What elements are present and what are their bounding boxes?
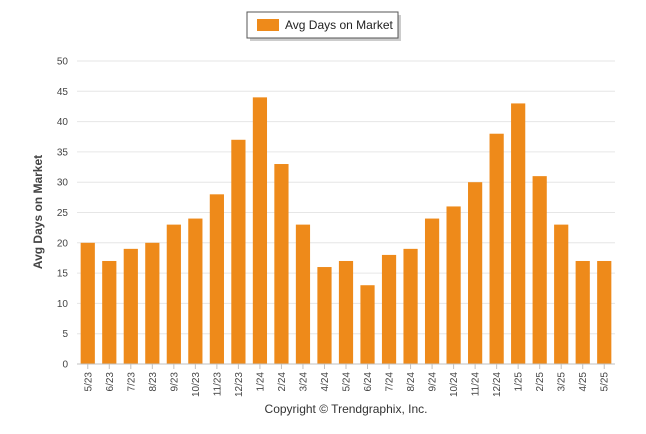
copyright-credit: Copyright © Trendgraphix, Inc. bbox=[265, 402, 428, 416]
bar-2-24[interactable] bbox=[274, 164, 289, 364]
x-tick-label: 11/23 bbox=[212, 372, 223, 397]
bar-3-25[interactable] bbox=[554, 224, 569, 364]
x-tick-label: 5/24 bbox=[342, 372, 353, 392]
x-tick-label: 3/25 bbox=[557, 372, 568, 392]
y-axis-title: Avg Days on Market bbox=[31, 155, 45, 269]
x-tick-label: 5/23 bbox=[83, 372, 94, 392]
x-tick-label: 6/24 bbox=[363, 372, 374, 392]
bar-3-24[interactable] bbox=[295, 224, 311, 364]
x-tick-label: 7/24 bbox=[385, 372, 396, 392]
bar-1-25[interactable] bbox=[511, 103, 526, 365]
bar-4-25[interactable] bbox=[575, 260, 590, 364]
bar-2-25[interactable] bbox=[532, 176, 547, 364]
y-tick-label: 50 bbox=[57, 57, 69, 68]
bar-5-23[interactable] bbox=[80, 242, 95, 364]
bar-5-24[interactable] bbox=[338, 260, 354, 364]
y-tick-label: 45 bbox=[57, 87, 69, 98]
y-tick-label: 10 bbox=[57, 299, 69, 310]
x-tick-label: 5/25 bbox=[600, 372, 611, 392]
x-tick-label: 12/24 bbox=[492, 372, 503, 397]
bar-10-23[interactable] bbox=[188, 218, 203, 364]
legend-swatch bbox=[257, 19, 279, 31]
bar-9-24[interactable] bbox=[424, 218, 440, 364]
x-tick-label: 7/23 bbox=[126, 372, 137, 392]
x-tick-label: 1/24 bbox=[255, 372, 266, 392]
y-tick-label: 25 bbox=[57, 208, 69, 219]
bar-7-24[interactable] bbox=[381, 254, 397, 364]
x-tick-label: 8/23 bbox=[148, 372, 159, 392]
y-tick-label: 20 bbox=[57, 238, 69, 249]
y-tick-label: 5 bbox=[62, 329, 68, 340]
x-axis-ticks: 5/23 6/23 7/23 8/23 9/23 10/23 11/23 12/23 1/24 2… bbox=[83, 364, 611, 397]
bar-9-23[interactable] bbox=[166, 224, 181, 364]
x-tick-label: 8/24 bbox=[406, 372, 417, 392]
x-tick-label: 10/23 bbox=[191, 372, 202, 397]
x-tick-label: 9/24 bbox=[428, 372, 439, 392]
y-tick-label: 35 bbox=[57, 147, 69, 158]
x-tick-label: 6/23 bbox=[105, 372, 116, 392]
bars bbox=[80, 97, 612, 365]
y-tick-label: 30 bbox=[57, 178, 69, 189]
y-tick-label: 40 bbox=[57, 117, 69, 128]
bar-12-23[interactable] bbox=[231, 139, 246, 364]
legend-label: Avg Days on Market bbox=[285, 18, 393, 32]
x-tick-label: 2/24 bbox=[277, 372, 288, 392]
bar-12-24[interactable] bbox=[489, 133, 504, 364]
y-tick-label: 0 bbox=[62, 360, 68, 371]
x-tick-label: 2/25 bbox=[535, 372, 546, 392]
bar-1-24[interactable] bbox=[252, 97, 268, 365]
x-tick-label: 1/25 bbox=[514, 372, 525, 392]
bar-6-23[interactable] bbox=[102, 260, 117, 364]
bar-10-24[interactable] bbox=[446, 206, 461, 364]
x-tick-label: 3/24 bbox=[298, 372, 309, 392]
x-tick-label: 12/23 bbox=[234, 372, 245, 397]
x-tick-label: 11/24 bbox=[471, 372, 482, 397]
y-tick-label: 15 bbox=[57, 269, 69, 280]
bar-7-23[interactable] bbox=[123, 248, 138, 364]
bar-4-24[interactable] bbox=[317, 267, 332, 364]
y-axis-ticks: 0 5 10 15 20 25 30 35 40 45 50 bbox=[57, 57, 69, 371]
bar-11-23[interactable] bbox=[209, 194, 224, 364]
x-tick-label: 4/25 bbox=[578, 372, 589, 392]
x-tick-label: 4/24 bbox=[320, 372, 331, 392]
bar-8-24[interactable] bbox=[403, 248, 418, 364]
x-tick-label: 9/23 bbox=[169, 372, 180, 392]
legend[interactable]: Avg Days on Market bbox=[246, 11, 401, 41]
x-tick-label: 10/24 bbox=[449, 372, 460, 397]
bar-11-24[interactable] bbox=[468, 182, 483, 364]
bar-8-23[interactable] bbox=[145, 242, 160, 364]
bar-6-24[interactable] bbox=[360, 285, 375, 364]
bar-5-25[interactable] bbox=[597, 260, 612, 364]
